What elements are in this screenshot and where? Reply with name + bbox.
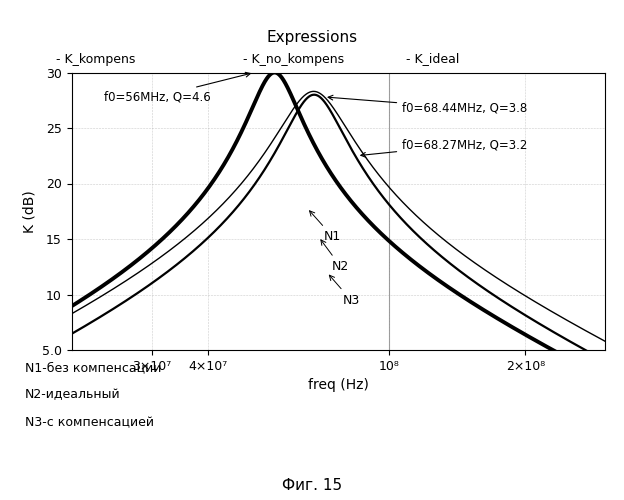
Text: N3-с компенсацией: N3-с компенсацией xyxy=(25,416,154,429)
Text: f0=56MHz, Q=4.6: f0=56MHz, Q=4.6 xyxy=(104,72,250,104)
Text: - K_kompens: - K_kompens xyxy=(56,52,135,66)
Text: f0=68.44MHz, Q=3.8: f0=68.44MHz, Q=3.8 xyxy=(328,96,527,114)
Text: Фиг. 15: Фиг. 15 xyxy=(282,478,342,492)
Text: N1: N1 xyxy=(310,211,341,244)
Text: Expressions: Expressions xyxy=(266,30,358,45)
Text: - K_ideal: - K_ideal xyxy=(406,52,459,66)
Text: - K_no_kompens: - K_no_kompens xyxy=(243,52,344,66)
Text: N1-без компенсации: N1-без компенсации xyxy=(25,361,162,374)
Text: f0=68.27MHz, Q=3.2: f0=68.27MHz, Q=3.2 xyxy=(361,138,527,157)
Text: N2-идеальный: N2-идеальный xyxy=(25,388,120,402)
Text: N3: N3 xyxy=(329,275,359,306)
Y-axis label: K (dB): K (dB) xyxy=(22,190,36,232)
Text: N2: N2 xyxy=(321,240,349,273)
X-axis label: freq (Hz): freq (Hz) xyxy=(308,378,369,392)
